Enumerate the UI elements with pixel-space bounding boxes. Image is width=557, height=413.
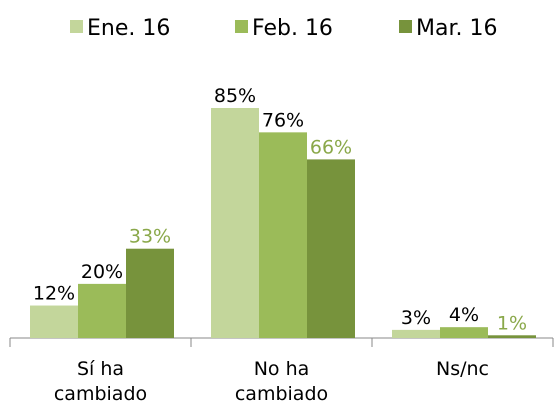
- data-label: 12%: [33, 283, 75, 305]
- x-tick-label: Ns/nc: [435, 358, 489, 380]
- data-label: 66%: [310, 136, 352, 158]
- bar: [126, 248, 174, 338]
- bar: [307, 159, 355, 338]
- x-tick-label: Sí ha cambiado: [53, 358, 148, 405]
- data-label: 1%: [497, 312, 527, 334]
- legend-label: Feb. 16: [252, 16, 333, 41]
- x-tick-label: No ha cambiado: [234, 358, 329, 405]
- legend-swatch: [399, 20, 412, 33]
- legend-swatch: [235, 20, 248, 33]
- bar: [30, 305, 78, 338]
- legend-label: Mar. 16: [416, 16, 497, 41]
- data-label: 20%: [81, 261, 123, 283]
- data-label: 33%: [129, 226, 171, 248]
- data-label: 76%: [262, 109, 304, 131]
- data-label: 85%: [214, 85, 256, 107]
- bar: [392, 329, 440, 338]
- bar: [211, 107, 259, 339]
- bar: [488, 335, 536, 338]
- bar: [259, 132, 307, 338]
- legend-swatch: [70, 20, 83, 33]
- legend-label: Ene. 16: [87, 16, 170, 41]
- data-label: 4%: [449, 304, 479, 326]
- data-label: 3%: [401, 307, 431, 329]
- bar: [78, 283, 126, 338]
- bar: [440, 327, 488, 338]
